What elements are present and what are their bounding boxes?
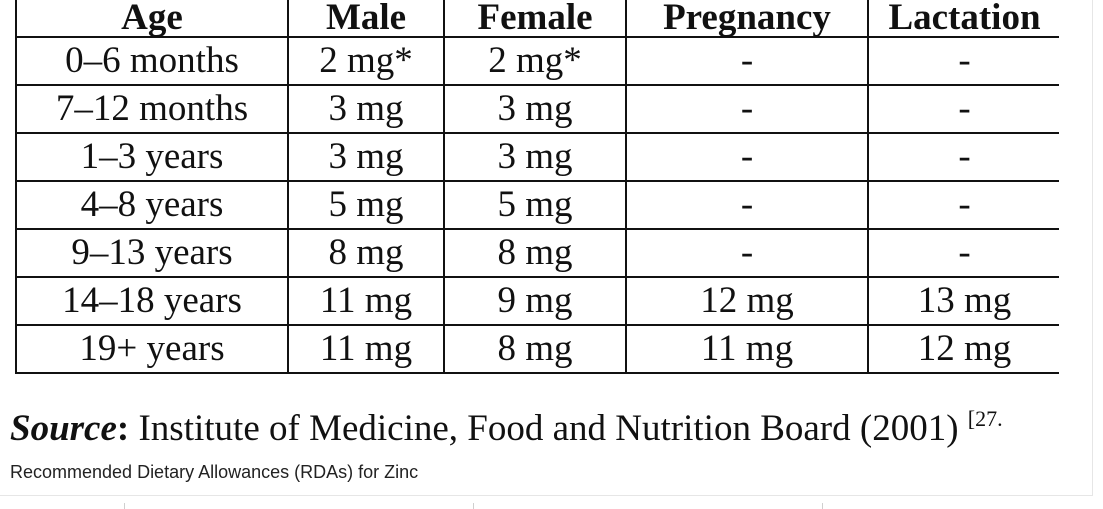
cell-pregnancy: - (625, 37, 868, 86)
cell-age: 0–6 months (15, 37, 288, 86)
divider-tick (473, 503, 474, 509)
cell-male: 3 mg (287, 133, 444, 182)
cell-pregnancy: 12 mg (625, 277, 868, 326)
header-lactation: Lactation (867, 0, 1059, 38)
table-header-row: Age Male Female Pregnancy Lactation (15, 0, 1059, 38)
cell-male: 11 mg (287, 325, 444, 374)
cell-male: 8 mg (287, 229, 444, 278)
cell-female: 3 mg (443, 133, 626, 182)
header-female: Female (443, 0, 626, 38)
cell-lactation: - (867, 229, 1059, 278)
rda-table: Age Male Female Pregnancy Lactation 0–6 … (15, 0, 1059, 374)
rda-table-image: Age Male Female Pregnancy Lactation 0–6 … (15, 0, 1059, 392)
table-row: 19+ years 11 mg 8 mg 11 mg 12 mg (15, 325, 1059, 374)
source-colon: : (116, 408, 130, 449)
cell-lactation: 13 mg (867, 277, 1059, 326)
cell-female: 3 mg (443, 85, 626, 134)
header-pregnancy: Pregnancy (625, 0, 868, 38)
table-row: 7–12 months 3 mg 3 mg - - (15, 85, 1059, 134)
cell-female: 8 mg (443, 229, 626, 278)
table-row: 4–8 years 5 mg 5 mg - - (15, 181, 1059, 230)
cell-female: 9 mg (443, 277, 626, 326)
cell-male: 11 mg (287, 277, 444, 326)
table-row: 14–18 years 11 mg 9 mg 12 mg 13 mg (15, 277, 1059, 326)
cell-male: 3 mg (287, 85, 444, 134)
cell-pregnancy: - (625, 181, 868, 230)
cell-age: 1–3 years (15, 133, 288, 182)
divider-tick (124, 503, 125, 509)
source-label: Source (10, 408, 117, 449)
cell-male: 2 mg* (287, 37, 444, 86)
table-row: 1–3 years 3 mg 3 mg - - (15, 133, 1059, 182)
cell-pregnancy: 11 mg (625, 325, 868, 374)
cell-pregnancy: - (625, 85, 868, 134)
header-male: Male (287, 0, 444, 38)
cell-male: 5 mg (287, 181, 444, 230)
cell-lactation: - (867, 181, 1059, 230)
cell-female: 8 mg (443, 325, 626, 374)
table-row: 9–13 years 8 mg 8 mg - - (15, 229, 1059, 278)
cell-age: 4–8 years (15, 181, 288, 230)
cell-age: 14–18 years (15, 277, 288, 326)
cell-female: 2 mg* (443, 37, 626, 86)
source-citation: Source: Institute of Medicine, Food and … (10, 396, 1070, 452)
cell-pregnancy: - (625, 229, 868, 278)
cell-lactation: - (867, 37, 1059, 86)
cell-age: 7–12 months (15, 85, 288, 134)
cell-female: 5 mg (443, 181, 626, 230)
cell-age: 19+ years (15, 325, 288, 374)
image-caption: Recommended Dietary Allowances (RDAs) fo… (10, 462, 419, 482)
cell-lactation: - (867, 85, 1059, 134)
header-age: Age (15, 0, 288, 38)
divider-tick (822, 503, 823, 509)
cell-lactation: - (867, 133, 1059, 182)
table-row: 0–6 months 2 mg* 2 mg* - - (15, 37, 1059, 86)
cell-lactation: 12 mg (867, 325, 1059, 374)
source-reference: [27. (967, 406, 1003, 431)
source-text: Institute of Medicine, Food and Nutritio… (138, 408, 959, 449)
cell-age: 9–13 years (15, 229, 288, 278)
image-frame (0, 0, 1093, 496)
cell-pregnancy: - (625, 133, 868, 182)
